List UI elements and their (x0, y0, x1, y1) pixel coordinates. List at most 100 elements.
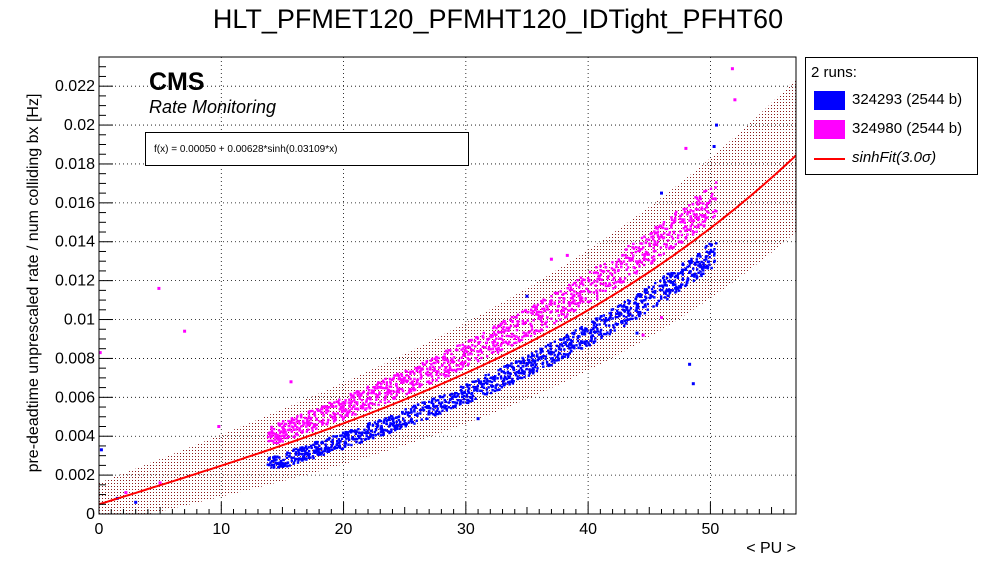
data-point (424, 405, 427, 409)
data-point (578, 342, 581, 345)
data-point (448, 363, 451, 366)
data-point (379, 428, 383, 431)
data-point (596, 294, 599, 298)
data-point (492, 330, 496, 334)
data-point (662, 252, 666, 255)
data-point (366, 429, 369, 433)
data-point (586, 330, 589, 333)
data-point (439, 373, 442, 376)
data-point (510, 343, 513, 347)
data-point (490, 351, 494, 354)
data-point (334, 405, 338, 408)
data-point (652, 305, 655, 308)
data-point (665, 243, 668, 246)
data-point (507, 326, 510, 329)
data-point (487, 373, 490, 376)
data-point (640, 261, 643, 264)
data-point (369, 436, 372, 439)
data-point (662, 237, 665, 240)
data-point (499, 349, 502, 352)
data-point (276, 441, 280, 445)
data-point (536, 329, 539, 332)
data-point (600, 315, 603, 318)
data-point (638, 265, 641, 268)
data-point (655, 243, 659, 247)
data-point (677, 233, 680, 237)
data-point (482, 336, 485, 339)
y-tick-label: 0.01 (64, 312, 95, 329)
data-point (474, 380, 477, 383)
data-point (622, 305, 626, 308)
data-point (449, 368, 452, 371)
data-point (505, 334, 508, 338)
data-point (392, 421, 396, 425)
data-point (615, 312, 618, 315)
data-point (665, 246, 668, 249)
data-point (625, 268, 628, 271)
data-point (277, 438, 280, 441)
data-point (647, 286, 651, 289)
data-point (451, 369, 454, 372)
data-point (437, 356, 440, 360)
data-point (644, 305, 647, 308)
data-point (376, 396, 380, 399)
data-point (400, 374, 404, 377)
data-point (342, 402, 346, 405)
data-point (289, 380, 293, 384)
data-point (326, 446, 330, 449)
data-point (292, 428, 295, 431)
data-point (709, 187, 713, 190)
data-point (531, 312, 534, 316)
data-point (708, 252, 711, 255)
data-point (446, 358, 449, 361)
data-point (605, 332, 608, 336)
data-point (609, 328, 612, 332)
x-tick-label: 30 (457, 521, 475, 538)
data-point (445, 407, 448, 411)
data-point (297, 459, 300, 462)
data-point (562, 301, 565, 304)
data-point (510, 335, 513, 339)
data-point (658, 284, 661, 288)
data-point (626, 266, 630, 269)
data-point (480, 389, 483, 393)
data-point (365, 432, 368, 435)
data-point (706, 216, 709, 219)
data-point (302, 422, 305, 425)
data-point (389, 380, 392, 383)
data-point (407, 421, 410, 424)
data-point (539, 329, 542, 332)
data-point (482, 386, 486, 389)
data-point (281, 462, 284, 466)
data-point (324, 439, 328, 443)
data-point (492, 341, 495, 344)
data-point (366, 431, 369, 434)
data-point (339, 440, 342, 443)
data-point (495, 347, 498, 351)
data-point (491, 347, 495, 350)
data-point (674, 212, 677, 215)
data-point (648, 242, 651, 245)
data-point (515, 341, 518, 344)
data-point (423, 363, 427, 366)
data-point (385, 429, 388, 432)
data-point (443, 399, 446, 402)
data-point (666, 239, 670, 242)
data-point (361, 402, 365, 405)
data-point (533, 365, 537, 369)
data-point (614, 281, 617, 284)
data-point (693, 272, 697, 275)
data-point (557, 351, 561, 355)
data-point (501, 330, 504, 334)
data-point (628, 273, 631, 276)
data-point (466, 364, 470, 367)
data-point (418, 370, 422, 373)
data-point (688, 270, 692, 273)
data-point (445, 405, 448, 408)
data-point (513, 337, 516, 340)
data-point (650, 288, 654, 291)
data-point (713, 254, 716, 257)
data-point (476, 417, 480, 421)
data-point (548, 303, 551, 306)
data-point (307, 450, 311, 453)
